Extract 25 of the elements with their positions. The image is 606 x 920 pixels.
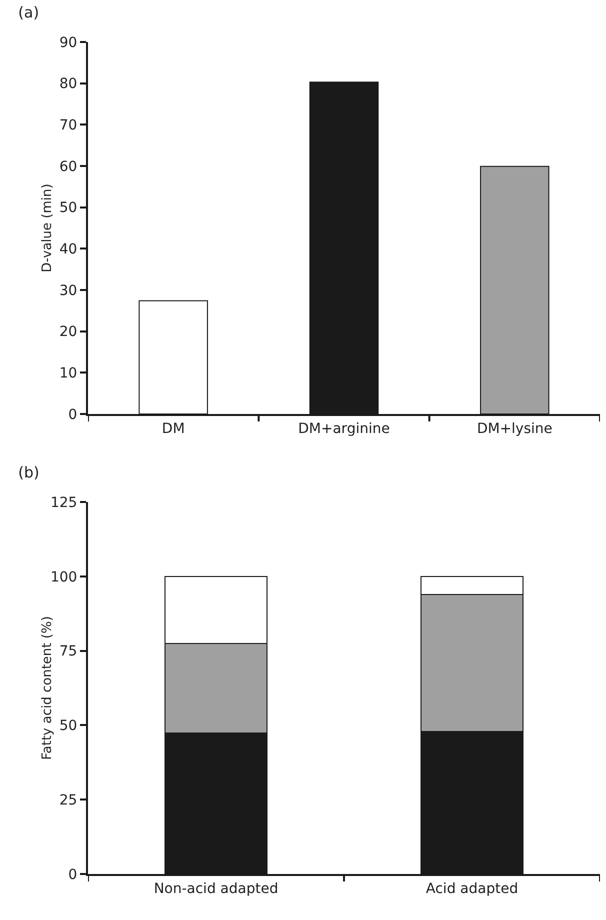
chart-title: (b) xyxy=(18,463,40,482)
y-tick-label: 90 xyxy=(59,34,78,51)
y-tick-label: 80 xyxy=(59,76,78,92)
x-tick-label: DM+lysine xyxy=(476,420,552,437)
y-tick-label: 25 xyxy=(59,792,78,808)
y-tick-label: 50 xyxy=(59,718,78,734)
y-tick-label: 0 xyxy=(68,866,78,883)
y-tick-label: 30 xyxy=(59,282,78,299)
y-tick-label: 40 xyxy=(59,242,78,258)
y-tick-label: 125 xyxy=(50,494,78,511)
y-tick-label: 60 xyxy=(59,158,78,175)
x-tick-label: Acid adapted xyxy=(426,880,518,897)
y-tick-label: 70 xyxy=(59,118,78,134)
y-axis-title: D-value (min) xyxy=(40,184,55,272)
y-axis-title: Fatty acid content (%) xyxy=(40,616,55,760)
chart-title: (a) xyxy=(18,3,40,22)
y-tick-label: 75 xyxy=(59,644,78,660)
y-tick-label: 20 xyxy=(59,324,78,340)
x-tick-label: Non-acid adapted xyxy=(154,880,278,897)
y-tick-label: 50 xyxy=(59,200,78,216)
x-tick-label: DM+arginine xyxy=(298,420,390,437)
y-tick-label: 0 xyxy=(68,406,78,423)
y-tick-label: 10 xyxy=(59,366,78,382)
x-tick-label: DM xyxy=(162,420,185,437)
y-tick-label: 100 xyxy=(50,569,78,586)
